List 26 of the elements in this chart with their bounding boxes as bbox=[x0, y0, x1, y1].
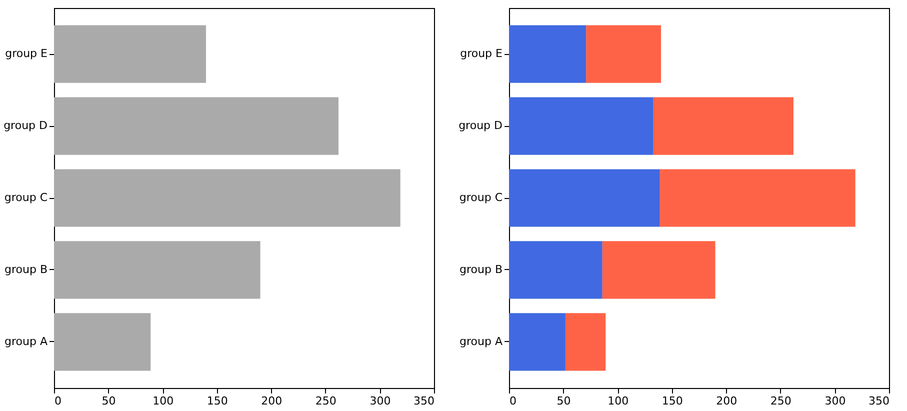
x-tick-label: 250 bbox=[315, 394, 336, 408]
y-tick-label: group B bbox=[4, 262, 48, 276]
x-tick-label: 50 bbox=[102, 394, 116, 408]
x-tick-label: 300 bbox=[824, 394, 846, 408]
y-tick-label: group C bbox=[459, 191, 503, 204]
x-tick-label: 350 bbox=[414, 394, 434, 408]
x-tick-label: 250 bbox=[770, 394, 792, 408]
x-tick-label: 50 bbox=[556, 394, 571, 408]
x-tick-label: 150 bbox=[662, 394, 683, 408]
x-tick-label: 100 bbox=[608, 394, 629, 408]
y-tick-label: group A bbox=[460, 334, 503, 348]
x-tick-label: 150 bbox=[206, 394, 228, 408]
y-tick-label: group B bbox=[460, 262, 502, 276]
y-tick-label: group E bbox=[460, 47, 503, 60]
x-tick-label: 100 bbox=[152, 394, 174, 408]
y-tick-label: group C bbox=[4, 191, 48, 204]
y-tick-label: group A bbox=[4, 334, 48, 348]
x-tick-label: 0 bbox=[54, 394, 62, 408]
y-tick-label: group E bbox=[5, 47, 48, 60]
x-tick-label: 200 bbox=[261, 394, 282, 408]
x-tick-label: 300 bbox=[370, 394, 391, 408]
x-tick-label: 200 bbox=[716, 394, 738, 408]
x-tick-label: 0 bbox=[510, 394, 516, 408]
y-tick-label: group D bbox=[4, 119, 48, 132]
x-tick-label: 350 bbox=[868, 394, 890, 408]
y-tick-label: group D bbox=[458, 119, 502, 132]
